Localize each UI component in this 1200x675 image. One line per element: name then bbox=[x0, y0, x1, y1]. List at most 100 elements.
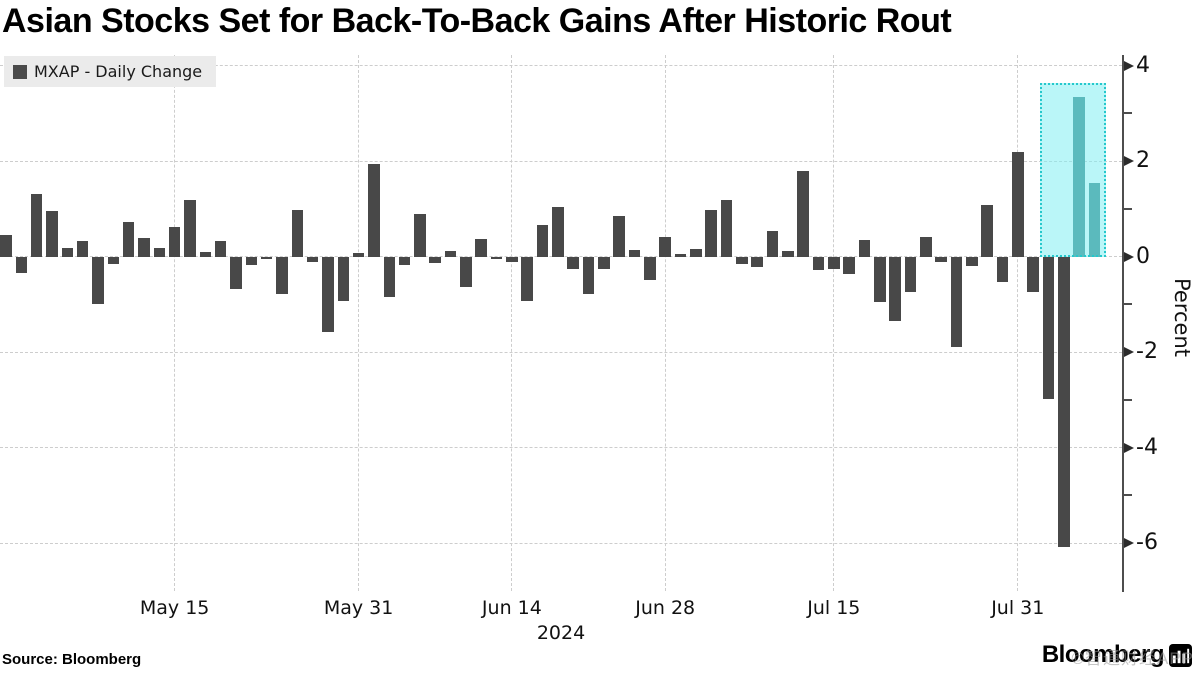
y-axis-minor-tick bbox=[1124, 303, 1132, 306]
gridline-horizontal bbox=[0, 160, 1122, 162]
bar bbox=[690, 248, 702, 257]
bar bbox=[720, 200, 733, 257]
bar bbox=[751, 256, 763, 268]
y-axis-minor-tick bbox=[1124, 494, 1132, 497]
legend-label: MXAP - Daily Change bbox=[34, 62, 203, 81]
bar bbox=[1012, 151, 1024, 257]
bar bbox=[736, 256, 748, 264]
x-axis-label: May 31 bbox=[323, 597, 394, 619]
chart-legend: MXAP - Daily Change bbox=[4, 56, 217, 87]
bar bbox=[521, 256, 533, 302]
bar bbox=[766, 231, 779, 257]
gridline-vertical bbox=[511, 55, 513, 591]
bar bbox=[199, 251, 212, 257]
bloomberg-terminal-icon bbox=[1169, 643, 1192, 667]
bar bbox=[0, 235, 12, 257]
bar bbox=[1058, 256, 1070, 548]
y-axis-tick-label: 2 bbox=[1136, 148, 1150, 174]
bar bbox=[398, 256, 411, 266]
y-axis-tick-label: -4 bbox=[1136, 434, 1158, 460]
bloomberg-logo-text: Bloomberg bbox=[1041, 641, 1165, 668]
bar bbox=[61, 248, 74, 257]
bar bbox=[935, 256, 947, 262]
bar bbox=[15, 256, 28, 274]
bar bbox=[828, 256, 840, 269]
gridline-vertical bbox=[174, 55, 176, 591]
bar bbox=[107, 256, 120, 264]
bar bbox=[1042, 256, 1055, 399]
bar bbox=[674, 254, 687, 257]
bar bbox=[1027, 256, 1039, 292]
y-axis-major-tick-icon bbox=[1124, 251, 1134, 262]
x-axis-label: Jun 28 bbox=[635, 597, 696, 619]
x-axis-label: Jul 15 bbox=[807, 597, 861, 619]
bar bbox=[996, 256, 1009, 282]
bar bbox=[306, 256, 319, 262]
bar bbox=[368, 164, 380, 257]
bar bbox=[352, 253, 365, 257]
bar bbox=[613, 216, 625, 257]
bar-highlighted bbox=[1073, 96, 1085, 257]
bar bbox=[153, 247, 166, 257]
bar bbox=[337, 256, 349, 301]
gridline-vertical bbox=[358, 55, 360, 591]
x-axis-label: Jun 14 bbox=[481, 597, 542, 619]
bar bbox=[506, 256, 518, 262]
chart-title: Asian Stocks Set for Back-To-Back Gains … bbox=[2, 2, 952, 40]
bar bbox=[260, 256, 273, 259]
gridline-horizontal bbox=[0, 351, 1122, 353]
bar bbox=[858, 239, 871, 257]
bar bbox=[981, 205, 993, 257]
bar bbox=[490, 256, 503, 259]
bloomberg-logo: Bloomberg bbox=[1042, 641, 1192, 669]
y-axis-major-tick-icon bbox=[1124, 347, 1134, 358]
y-axis-minor-tick bbox=[1124, 398, 1132, 401]
gridline-vertical bbox=[833, 55, 835, 591]
bar bbox=[582, 256, 595, 294]
bar bbox=[291, 209, 304, 257]
bar bbox=[843, 256, 855, 275]
legend-swatch-icon bbox=[13, 64, 27, 79]
bar bbox=[322, 256, 334, 332]
x-axis-label: Jul 31 bbox=[991, 597, 1045, 619]
bar bbox=[383, 256, 395, 297]
bar bbox=[644, 256, 656, 281]
bar bbox=[214, 241, 227, 257]
bar bbox=[812, 256, 825, 271]
y-axis-tick-label: -2 bbox=[1136, 339, 1158, 365]
bar bbox=[276, 256, 288, 294]
bar bbox=[184, 199, 196, 257]
y-axis-line bbox=[1122, 55, 1124, 592]
gridline-horizontal bbox=[0, 65, 1122, 66]
y-axis-major-tick-icon bbox=[1124, 538, 1134, 549]
y-axis-tick-label: -6 bbox=[1136, 530, 1158, 556]
gridline-horizontal bbox=[0, 542, 1122, 544]
bar bbox=[874, 256, 886, 302]
bar bbox=[138, 238, 150, 257]
y-axis-major-tick-icon bbox=[1124, 156, 1134, 167]
bar bbox=[889, 256, 901, 322]
bar bbox=[536, 225, 549, 257]
bar bbox=[659, 236, 671, 257]
bar bbox=[966, 256, 978, 267]
bar bbox=[76, 241, 89, 257]
bar bbox=[30, 193, 43, 257]
bar bbox=[628, 250, 641, 257]
y-axis-minor-tick bbox=[1124, 112, 1132, 115]
x-axis-label: May 15 bbox=[139, 597, 210, 619]
x-axis-year-label: 2024 bbox=[536, 622, 586, 644]
bar bbox=[414, 213, 426, 257]
bar bbox=[567, 256, 579, 270]
bar bbox=[475, 239, 487, 257]
bar bbox=[782, 251, 794, 257]
bar bbox=[904, 256, 917, 292]
y-axis-tick-label: 4 bbox=[1136, 52, 1150, 78]
y-axis-minor-tick bbox=[1124, 207, 1132, 210]
bar bbox=[950, 256, 963, 348]
bar bbox=[598, 256, 610, 269]
gridline-vertical bbox=[1017, 55, 1019, 591]
gridline-vertical bbox=[664, 55, 666, 591]
bar bbox=[429, 256, 441, 263]
